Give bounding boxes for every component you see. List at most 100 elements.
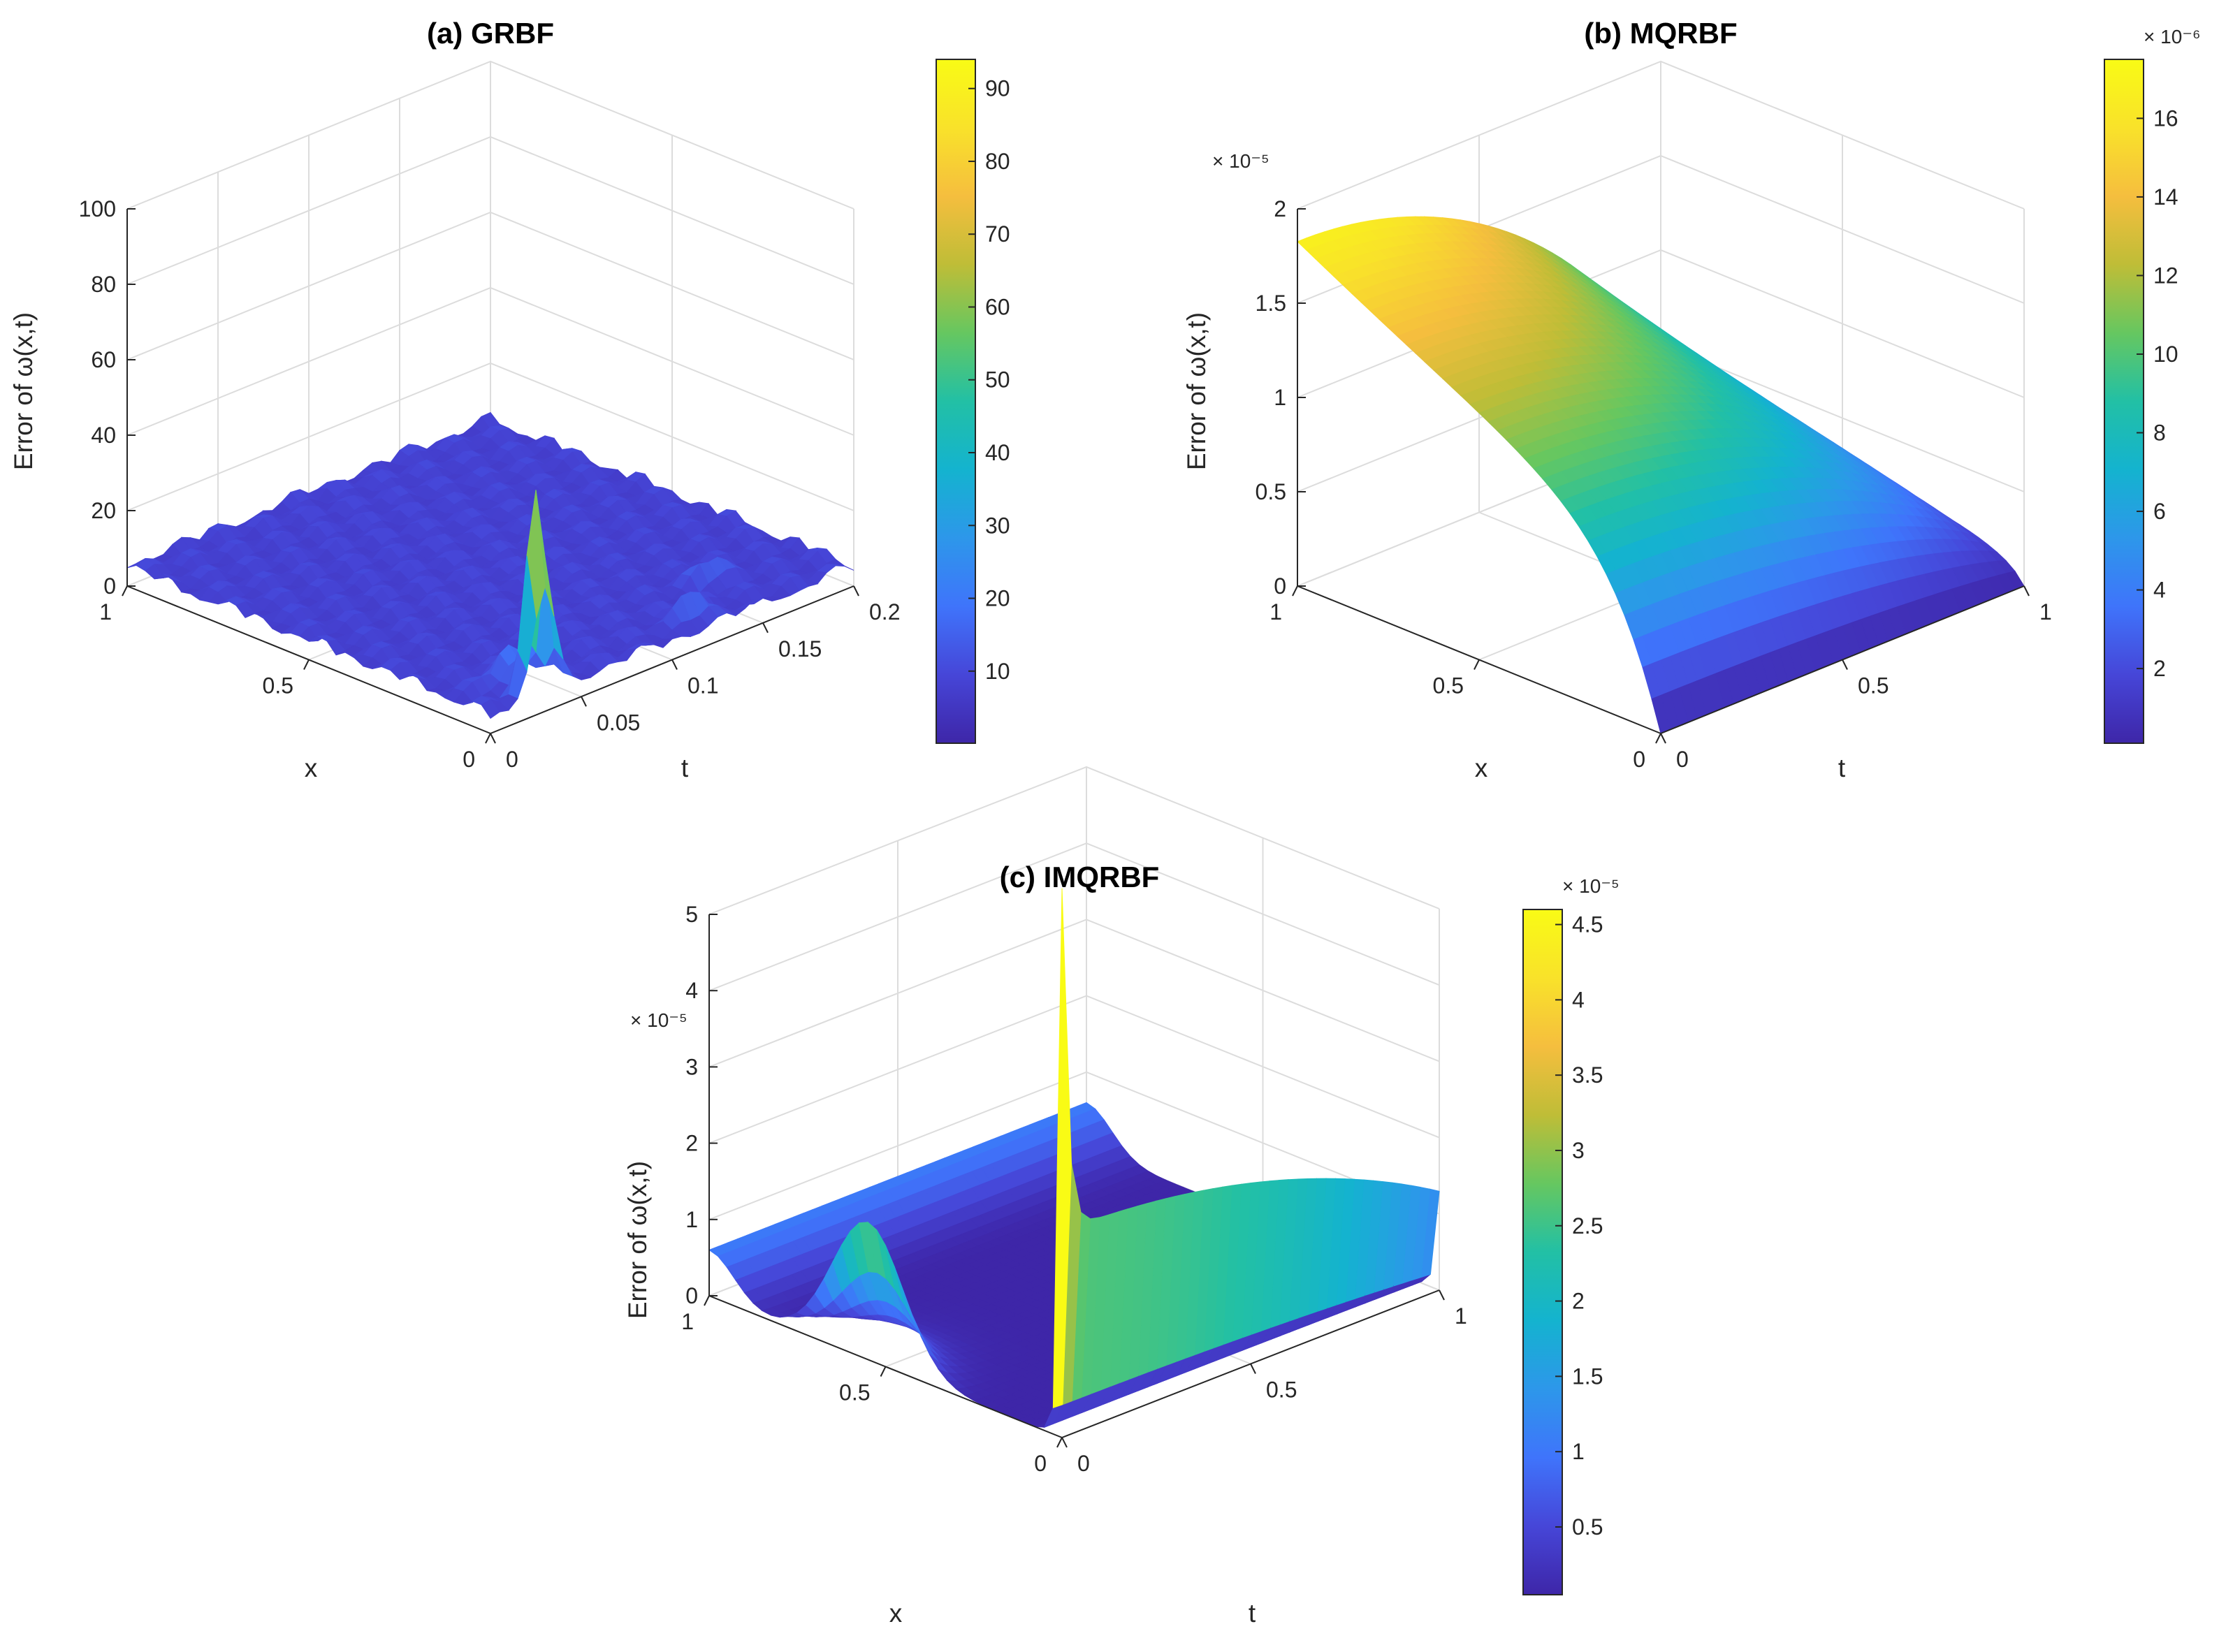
t-tick [1061,1437,1068,1448]
x-tick-label: 1 [99,599,112,624]
z-tick-label: 80 [91,272,116,297]
x-tick [303,659,310,670]
colorbar-tick-label: 30 [985,513,1010,538]
z-tick-label: 0 [103,573,116,599]
colorbar-exponent: × 10⁻⁶ [2144,26,2201,47]
colorbar: 10 20 30 40 50 60 70 80 90 [936,59,1010,744]
colorbar-tick-label: 0.5 [1572,1514,1603,1540]
t-tick [490,733,496,744]
z-tick-label: 1 [1274,385,1286,410]
chart-title: (a) GRBF [427,17,554,50]
t-axis-label: t [1838,754,1846,782]
z-tick-label: 20 [91,498,116,523]
z-tick-label: 0.5 [1256,479,1286,504]
z-axis-label: Error of ω(x,t) [623,1161,652,1319]
x-tick [485,733,491,744]
colorbar: 2 4 6 8 10 12 14 16 × 10⁻⁶ [2104,26,2201,744]
t-axis-label: t [1249,1599,1256,1628]
x-tick-label: 0 [1633,747,1645,772]
z-tick-label: 5 [685,902,698,927]
colorbar-tick-label: 14 [2153,184,2178,210]
z-tick-label: 3 [685,1054,698,1079]
t-tick [1660,733,1666,744]
colorbar-tick-label: 50 [985,367,1010,393]
z-tick-label: 2 [1274,196,1286,221]
t-tick-label: 0 [506,747,518,772]
x-axis-label: x [1475,754,1488,782]
colorbar-tick-label: 4 [2153,578,2166,603]
colorbar-tick-label: 10 [2153,342,2178,367]
colorbar-tick-label: 90 [985,76,1010,101]
colorbar-tick-label: 60 [985,294,1010,319]
z-axis-exponent: × 10⁻⁵ [1212,150,1269,172]
colorbar: 0.511.522.533.544.5× 10⁻⁵ [1522,875,1620,1595]
colorbar-gradient [2104,59,2144,743]
t-tick [671,659,678,670]
x-tick [704,1295,710,1306]
colorbar-tick-label: 1 [1572,1439,1585,1464]
x-tick [1292,585,1298,597]
colorbar-tick-label: 6 [2153,499,2166,524]
t-tick-label: 1 [2039,599,2052,624]
z-axis-exponent: × 10⁻⁵ [630,1009,687,1031]
colorbar-tick-label: 2 [2153,656,2166,681]
x-tick [122,585,128,597]
colorbar-tick-label: 12 [2153,263,2178,288]
colorbar-gradient [1523,909,1562,1595]
z-tick-label: 0 [1274,573,1286,599]
t-tick [2023,585,2030,597]
t-tick-label: 0.5 [1858,673,1889,699]
t-tick-label: 1 [1455,1303,1467,1329]
z-axis-label: Error of ω(x,t) [1182,312,1211,470]
z-axis-label: Error of ω(x,t) [9,312,38,470]
z-tick-label: 4 [685,978,698,1003]
colorbar-tick-label: 16 [2153,105,2178,131]
t-tick-label: 0 [1077,1451,1090,1476]
t-tick [1250,1364,1256,1374]
t-tick-label: 0.05 [597,710,640,735]
z-tick-label: 2 [685,1131,698,1156]
chart-title: (c) IMQRBF [1000,861,1160,893]
colorbar-tick-label: 80 [985,149,1010,174]
t-tick [762,622,769,634]
x-axis-label: x [305,754,318,782]
colorbar-tick-label: 8 [2153,421,2166,446]
x-tick-label: 0.5 [1433,673,1464,699]
colorbar-tick-label: 20 [985,586,1010,611]
t-tick-label: 0.1 [687,673,718,699]
error-surface [708,888,1440,1428]
t-tick-label: 0.5 [1266,1377,1297,1403]
t-axis-label: t [681,754,689,782]
z-tick-label: 100 [79,196,116,221]
t-tick-label: 0.2 [869,599,900,624]
colorbar-tick-label: 10 [985,659,1010,684]
t-tick [1842,659,1848,670]
x-tick-label: 0.5 [263,673,293,699]
x-tick-label: 1 [1269,599,1282,624]
z-tick-label: 60 [91,347,116,372]
colorbar-tick-label: 1.5 [1572,1364,1603,1389]
t-tick [853,585,859,597]
t-tick [1439,1289,1445,1301]
z-tick-label: 0 [685,1283,698,1308]
x-tick-label: 1 [681,1309,694,1334]
x-tick [1655,733,1661,744]
colorbar-tick-label: 70 [985,221,1010,247]
t-tick-label: 0 [1676,747,1689,772]
z-tick-label: 1 [685,1207,698,1232]
x-tick-label: 0 [1034,1451,1047,1476]
x-tick [1056,1437,1063,1448]
chart-title: (b) MQRBF [1584,17,1737,50]
x-tick [880,1366,887,1377]
z-tick-label: 40 [91,423,116,448]
x-axis-label: x [889,1599,903,1628]
t-tick [581,696,587,707]
x-tick-label: 0.5 [839,1380,870,1405]
t-tick-label: 0.15 [778,636,822,661]
x-tick-label: 0 [463,747,475,772]
colorbar-tick-label: 40 [985,440,1010,465]
